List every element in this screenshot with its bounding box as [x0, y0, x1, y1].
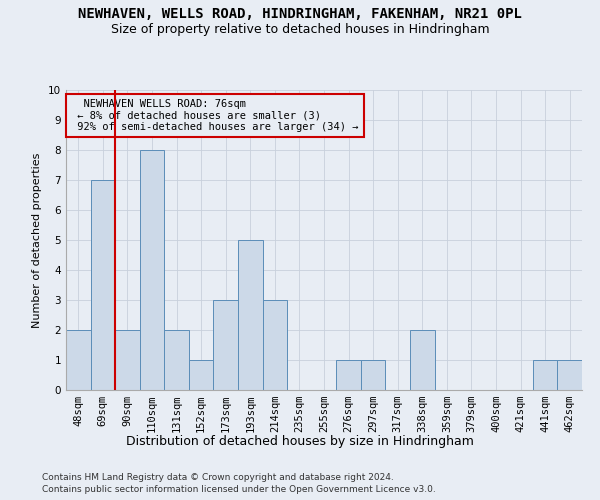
Bar — [263, 300, 287, 390]
Text: Size of property relative to detached houses in Hindringham: Size of property relative to detached ho… — [110, 22, 490, 36]
Text: NEWHAVEN, WELLS ROAD, HINDRINGHAM, FAKENHAM, NR21 0PL: NEWHAVEN, WELLS ROAD, HINDRINGHAM, FAKEN… — [78, 8, 522, 22]
Bar — [115, 330, 140, 390]
Text: Contains public sector information licensed under the Open Government Licence v3: Contains public sector information licen… — [42, 485, 436, 494]
Bar — [214, 300, 238, 390]
Text: NEWHAVEN WELLS ROAD: 76sqm  
 ← 8% of detached houses are smaller (3)
 92% of se: NEWHAVEN WELLS ROAD: 76sqm ← 8% of detac… — [71, 99, 359, 132]
Bar — [91, 180, 115, 390]
Bar — [533, 360, 557, 390]
Bar — [361, 360, 385, 390]
Text: Contains HM Land Registry data © Crown copyright and database right 2024.: Contains HM Land Registry data © Crown c… — [42, 472, 394, 482]
Bar — [164, 330, 189, 390]
Bar — [140, 150, 164, 390]
Text: Distribution of detached houses by size in Hindringham: Distribution of detached houses by size … — [126, 435, 474, 448]
Bar — [410, 330, 434, 390]
Bar — [189, 360, 214, 390]
Y-axis label: Number of detached properties: Number of detached properties — [32, 152, 43, 328]
Bar — [238, 240, 263, 390]
Bar — [557, 360, 582, 390]
Bar — [336, 360, 361, 390]
Bar — [66, 330, 91, 390]
